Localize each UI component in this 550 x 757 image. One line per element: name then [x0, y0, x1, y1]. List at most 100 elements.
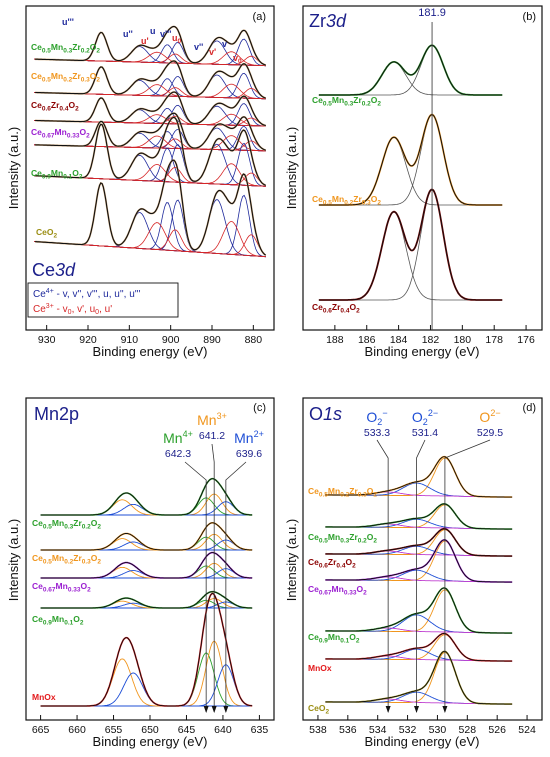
o-reference-arrow: [385, 706, 391, 713]
mn2p-envelope: [40, 552, 253, 579]
zr3d-envelope: [318, 188, 503, 301]
mn2p-component: [40, 499, 253, 516]
o1s-envelope: [325, 650, 513, 705]
sample-label: Ce0.67Mn0.33O2: [31, 127, 90, 140]
mn2p-component: [40, 538, 253, 551]
mn3-be: 641.2: [199, 430, 225, 442]
mn-reference-arrow: [203, 706, 209, 713]
peak-label-v1: v': [209, 47, 216, 57]
x-tick-label: 890: [203, 334, 221, 346]
x-tick-label: 665: [32, 724, 50, 736]
panel-b-zr3d: 188 186 184 182 180 178 176 Ce0.5Mn0.3Zr0.2O2 C…: [284, 5, 543, 359]
x-tick-label: 536: [339, 724, 357, 736]
sample-label: Ce0.5Mn0.2Zr0.3O2: [312, 194, 381, 207]
x-tick-label: 524: [518, 724, 536, 736]
legend-ce3: Ce3+ - v0, v', u0, u': [33, 303, 112, 316]
panel-c-ylabel: Intensity (a.u.): [6, 519, 21, 601]
sample-label: Ce0.5Mn0.2Zr0.3O2: [308, 486, 377, 499]
x-tick-label: 640: [214, 724, 232, 736]
mn2p-component: [40, 566, 253, 579]
mn2p-envelope: [40, 478, 253, 516]
mn-reference-arrow: [223, 706, 229, 713]
o-reference-arrow: [442, 706, 448, 713]
sample-label: Ce0.67Mn0.33O2: [308, 584, 367, 597]
ce3d-component: [34, 83, 266, 100]
ce3d-component: [34, 212, 266, 258]
x-tick-label: 920: [79, 334, 97, 346]
sample-label: CeO2: [308, 703, 329, 716]
sample-label: Ce0.6Zr0.4O2: [31, 100, 79, 113]
o-b-label: O22−: [412, 408, 438, 427]
panel-c-reference-lines: [184, 443, 247, 713]
zr3d-envelope: [318, 114, 503, 206]
x-tick-label: 910: [121, 334, 139, 346]
zr3d-component: [318, 211, 503, 301]
o-a-label: O2−: [366, 408, 387, 427]
panel-d-reference-lines: [376, 439, 491, 713]
panel-a-tag: (a): [253, 11, 266, 23]
peak-label-u: u: [150, 26, 156, 36]
mn3-label: Mn3+: [197, 411, 227, 428]
x-tick-label: 538: [309, 724, 327, 736]
panel-a-ce3d: 930 920 910 900 890 880 Ce0.5Mn0.3Zr0.2O2Ce0.…: [6, 5, 275, 359]
ce3d-component: [34, 84, 266, 100]
sample-label: Ce0.5Mn0.3Zr0.2O2: [312, 95, 381, 108]
o1s-envelope: [325, 503, 513, 530]
mn2p-envelope: [40, 522, 253, 551]
panel-d-tag: (d): [523, 402, 536, 414]
x-tick-label: 635: [251, 724, 269, 736]
x-tick-label: 650: [141, 724, 159, 736]
sample-label: Ce0.6Zr0.4O2: [312, 302, 360, 315]
x-tick-label: 186: [358, 334, 376, 346]
x-tick-label: 182: [422, 334, 440, 346]
ce3d-envelope: [35, 116, 266, 186]
sample-label: Ce0.9Mn0.1O2: [32, 614, 84, 627]
panel-c-curves: [40, 477, 253, 707]
mn2p-component: [40, 664, 253, 707]
ce3d-envelope: [35, 159, 267, 256]
sample-label: Ce0.5Mn0.2Zr0.3O2: [32, 553, 101, 566]
legend-box: [27, 282, 179, 318]
mn2p-component: [40, 601, 253, 609]
mn2p-component: [40, 536, 253, 551]
o-b-be: 531.4: [412, 427, 438, 439]
sample-label: Ce0.9Mn0.1O2: [31, 168, 83, 181]
x-tick-label: 655: [105, 724, 123, 736]
panel-a-curves: [34, 25, 267, 258]
o-c-be: 529.5: [477, 427, 503, 439]
sample-label: Ce0.5Mn0.2Zr0.3O2: [31, 71, 100, 84]
mn-reference-line: [211, 443, 215, 712]
o-reference-line: [444, 439, 491, 712]
ce3d-component: [34, 183, 266, 258]
peak-label-v0: v0: [233, 53, 242, 65]
zr3d-component: [318, 114, 503, 206]
panel-c-tag: (c): [253, 402, 266, 414]
o1s-envelope: [325, 456, 513, 498]
zr3d-component: [318, 137, 503, 206]
o1s-raw: [325, 502, 513, 530]
ce3d-component: [34, 220, 266, 258]
sample-label: MnOx: [32, 692, 56, 702]
panel-b-ylabel: Intensity (a.u.): [284, 127, 299, 209]
sample-label: MnOx: [308, 663, 332, 673]
panel-c-mn2p: 665 660 655 650 645 640 635 Ce0.5Mn0.3Zr0.2O2C…: [6, 397, 275, 749]
o1s-envelope: [325, 539, 513, 583]
panel-b-xlabel: Binding energy (eV): [365, 344, 480, 359]
mn2p-component: [40, 600, 253, 609]
panel-b-x-ticks: 188 186 184 182 180 178 176: [326, 325, 535, 346]
mn2p-envelope: [40, 593, 253, 707]
ce3d-envelope: [35, 25, 266, 66]
o-a-be: 533.3: [364, 427, 390, 439]
x-tick-label: 645: [178, 724, 196, 736]
mn2p-component: [40, 501, 253, 516]
x-tick-label: 534: [369, 724, 387, 736]
mn2p-component: [40, 652, 253, 707]
panel-a-legend: Ce4+ - v, v'', v''', u, u'', u''' Ce3+ -…: [27, 282, 179, 318]
zr3d-component: [318, 61, 503, 96]
x-tick-label: 880: [245, 334, 263, 346]
sample-label: Ce0.67Mn0.33O2: [32, 581, 91, 594]
zr3d-envelope: [318, 44, 503, 96]
panel-c-title: Mn2p: [34, 404, 79, 424]
panel-b-frame: [302, 5, 543, 331]
